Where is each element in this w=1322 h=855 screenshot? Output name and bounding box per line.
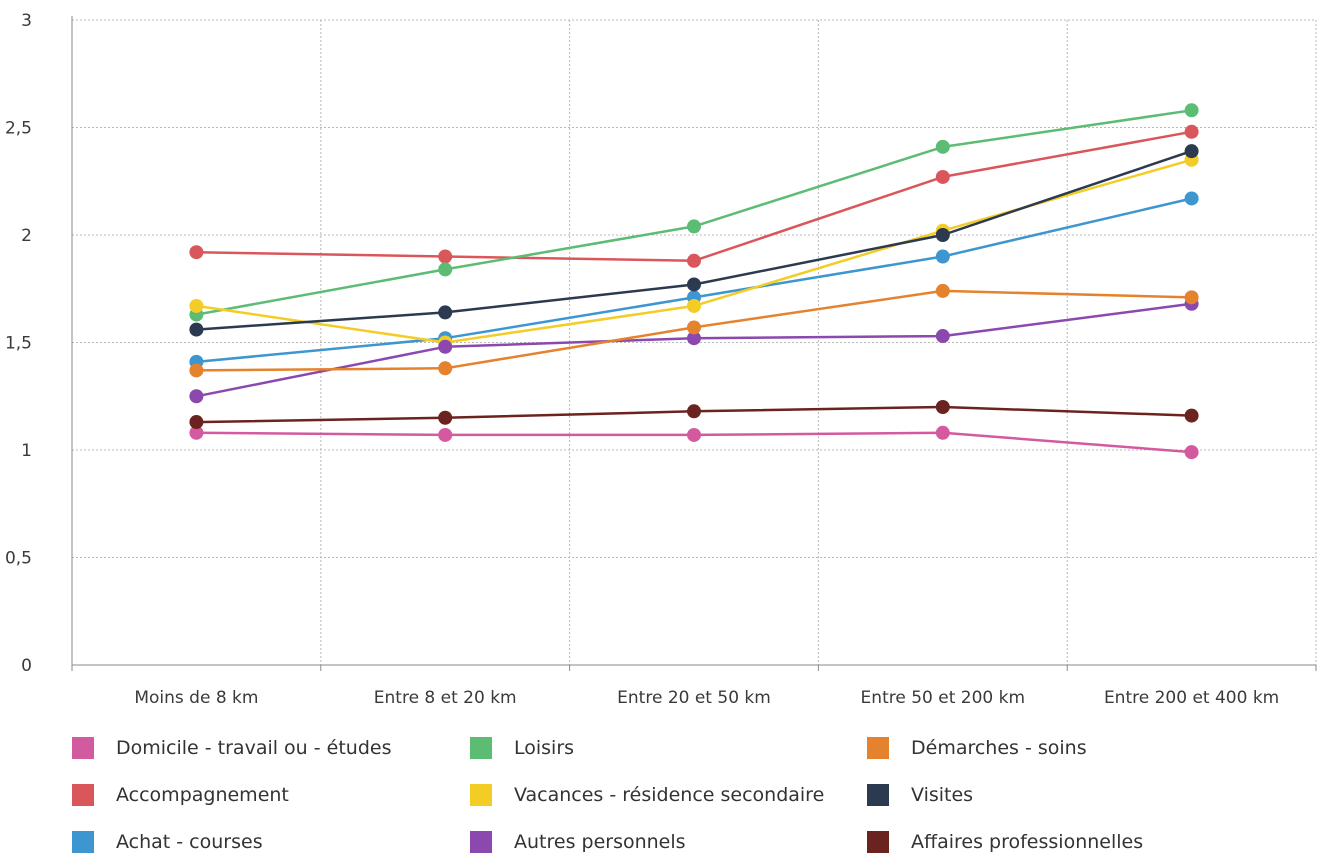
legend-item: Domicile - travail ou - études	[72, 735, 392, 761]
legend-swatch	[470, 831, 492, 853]
data-point	[687, 331, 701, 346]
legend-label: Autres personnels	[514, 831, 686, 853]
data-point	[935, 400, 950, 414]
legend-item: Visites	[867, 782, 973, 808]
y-tick-label: 2	[21, 226, 32, 246]
series-1	[189, 124, 1199, 268]
legend-label: Affaires professionnelles	[911, 831, 1144, 853]
legend-item: Loisirs	[470, 735, 574, 761]
series-line	[196, 158, 1192, 344]
legend-item: Vacances - résidence secondaire	[470, 782, 824, 808]
series-7	[189, 144, 1199, 337]
y-tick-label: 3	[21, 11, 32, 31]
data-point	[1184, 191, 1199, 206]
data-point	[935, 228, 950, 242]
data-point	[438, 249, 453, 264]
data-point	[935, 139, 950, 154]
data-point	[438, 427, 453, 442]
data-point	[935, 425, 950, 440]
data-point	[1184, 408, 1199, 423]
legend-swatch	[867, 784, 889, 806]
legend-item: Accompagnement	[72, 782, 289, 808]
legend-item: Affaires professionnelles	[867, 829, 1143, 855]
data-point	[687, 277, 701, 292]
legend-item: Démarches - soins	[867, 735, 1087, 761]
legend-swatch	[867, 737, 889, 759]
data-point	[438, 262, 453, 277]
legend-label: Domicile - travail ou - études	[116, 737, 392, 759]
data-point	[189, 389, 204, 404]
data-point	[189, 415, 204, 430]
series-line	[196, 130, 1192, 263]
data-point	[189, 298, 204, 313]
series-layer	[189, 103, 1199, 460]
y-tick-label: 1	[21, 441, 32, 461]
y-axis-ticks: 0 0,5 1 1,5 2 2,5 3	[5, 11, 32, 676]
legend-swatch	[867, 831, 889, 853]
data-point	[189, 363, 204, 378]
legend-label: Loisirs	[514, 737, 575, 759]
series-6	[189, 283, 1199, 378]
legend-item: Achat - courses	[72, 829, 263, 855]
data-point	[687, 320, 701, 335]
legend-label: Vacances - résidence secondaire	[514, 784, 825, 806]
series-3	[189, 103, 1199, 322]
x-axis-ticks: Moins de 8 km Entre 8 et 20 km Entre 20 et…	[134, 688, 1279, 708]
data-point	[687, 404, 701, 419]
axes	[71, 16, 1317, 671]
x-tick-label: Entre 200 et 400 km	[1104, 688, 1279, 708]
data-point	[438, 305, 453, 320]
data-point	[438, 410, 453, 425]
data-point	[687, 427, 701, 442]
data-point	[438, 361, 453, 376]
legend-label: Visites	[911, 784, 974, 806]
legend-label: Démarches - soins	[911, 737, 1087, 759]
legend-swatch	[470, 737, 492, 759]
data-point	[1184, 144, 1199, 159]
data-point	[189, 425, 204, 440]
x-tick-label: Entre 50 et 200 km	[861, 688, 1025, 708]
x-tick-label: Moins de 8 km	[134, 688, 258, 708]
legend-swatch	[72, 784, 94, 806]
x-tick-label: Entre 8 et 20 km	[374, 688, 517, 708]
y-tick-label: 1,5	[5, 334, 32, 354]
data-point	[1184, 290, 1199, 305]
data-point	[935, 329, 950, 344]
data-point	[935, 169, 950, 184]
data-point	[438, 339, 453, 354]
y-tick-label: 0,5	[5, 549, 32, 569]
data-point	[687, 298, 701, 313]
data-point	[935, 249, 950, 264]
data-point	[1184, 445, 1199, 460]
line-chart: 0 0,5 1 1,5 2 2,5 3 Moins de 8 km Entre 8 et 20…	[5, 11, 1317, 708]
y-tick-label: 0	[21, 656, 32, 676]
series-line	[196, 302, 1192, 398]
legend-swatch	[72, 737, 94, 759]
series-0	[189, 425, 1199, 460]
series-8	[189, 400, 1199, 430]
grid	[72, 19, 1317, 665]
data-point	[1184, 103, 1199, 118]
legend-swatch	[72, 831, 94, 853]
y-tick-label: 2,5	[5, 119, 32, 139]
legend-label: Achat - courses	[116, 831, 263, 853]
data-point	[189, 322, 204, 337]
x-tick-label: Entre 20 et 50 km	[617, 688, 771, 708]
legend-item: Autres personnels	[470, 829, 686, 855]
data-point	[189, 245, 204, 260]
data-point	[935, 283, 950, 298]
data-point	[687, 253, 701, 268]
legend-swatch	[470, 784, 492, 806]
data-point	[687, 219, 701, 234]
data-point	[1184, 124, 1199, 139]
legend-label: Accompagnement	[116, 784, 289, 806]
